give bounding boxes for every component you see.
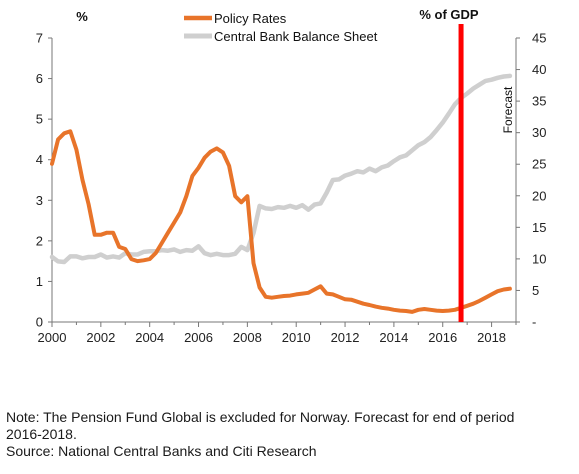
right-tick-label: 25 — [532, 157, 546, 172]
x-tick-label: 2018 — [477, 330, 506, 345]
x-tick-label: 2006 — [184, 330, 213, 345]
axes-layer — [48, 37, 520, 327]
left-tick-label: 6 — [36, 71, 43, 86]
left-tick-label: 2 — [36, 233, 43, 248]
x-tick-label: 2012 — [331, 330, 360, 345]
x-tick-label: 2004 — [135, 330, 164, 345]
legend-label-policy-rates: Policy Rates — [214, 11, 287, 26]
x-tick-label: 2016 — [428, 330, 457, 345]
left-tick-label: 5 — [36, 112, 43, 127]
left-tick-label: 1 — [36, 274, 43, 289]
note-line-1: Note: The Pension Fund Global is exclude… — [6, 409, 515, 425]
source-line: Source: National Central Banks and Citi … — [6, 443, 317, 459]
series-layer — [49, 24, 513, 322]
x-tick-label: 2000 — [38, 330, 67, 345]
left-tick-label: 3 — [36, 193, 43, 208]
right-tick-label: 45 — [532, 31, 546, 46]
balance-sheet-line — [49, 73, 513, 265]
right-unit-label: % of GDP — [419, 7, 479, 22]
legend: Policy Rates Central Bank Balance Sheet — [184, 11, 378, 44]
right-tick-label: 40 — [532, 62, 546, 77]
right-tick-label: - — [532, 315, 536, 330]
right-tick-label: 15 — [532, 220, 546, 235]
forecast-label: Forecast — [501, 86, 515, 133]
x-tick-label: 2002 — [86, 330, 115, 345]
legend-label-balance-sheet: Central Bank Balance Sheet — [214, 29, 378, 44]
right-tick-label: 30 — [532, 125, 546, 140]
right-tick-label: 5 — [532, 283, 539, 298]
policy-rates-line — [50, 129, 512, 314]
right-tick-label: 35 — [532, 94, 546, 109]
x-tick-label: 2010 — [282, 330, 311, 345]
x-tick-label: 2008 — [233, 330, 262, 345]
right-tick-label: 20 — [532, 188, 546, 203]
left-tick-label: 7 — [36, 31, 43, 46]
chart-notes: Note: The Pension Fund Global is exclude… — [6, 409, 576, 460]
x-tick-label: 2014 — [379, 330, 408, 345]
left-tick-label: 4 — [36, 152, 43, 167]
note-line-2: 2016-2018. — [6, 426, 77, 442]
left-tick-label: 0 — [36, 315, 43, 330]
right-tick-label: 10 — [532, 251, 546, 266]
left-unit-label: % — [76, 9, 88, 24]
